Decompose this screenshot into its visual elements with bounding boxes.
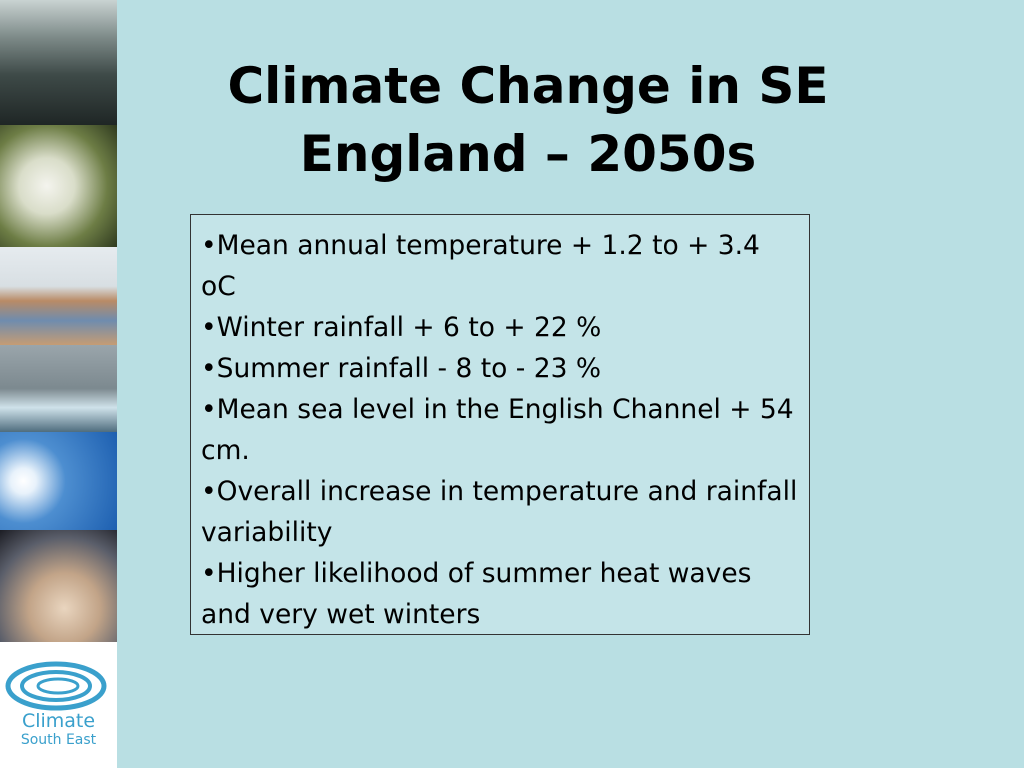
- photo: [0, 247, 117, 345]
- bullet-box: •Mean annual temperature + 1.2 to + 3.4 …: [190, 214, 810, 635]
- bullet: •Mean annual temperature + 1.2 to + 3.4 …: [201, 230, 760, 302]
- logo-line1: Climate: [21, 710, 96, 732]
- logo-line2: South East: [20, 732, 97, 748]
- photo: [0, 432, 117, 530]
- photo-strip: [0, 0, 117, 768]
- bullet: •Winter rainfall + 6 to + 22 %: [201, 312, 602, 343]
- bullet: •Overall increase in temperature and rai…: [201, 476, 798, 548]
- photo: [0, 125, 117, 247]
- photo: [0, 0, 117, 125]
- bullet: •Mean sea level in the English Channel +…: [201, 394, 794, 466]
- bullet: •Summer rainfall - 8 to - 23 %: [201, 353, 602, 384]
- slide-title: Climate Change in SE England – 2050s: [227, 57, 829, 183]
- logo-icon: [5, 661, 107, 711]
- logo: Climate South East: [0, 642, 117, 768]
- photo: [0, 530, 117, 642]
- bullet: •Higher likelihood of summer heat waves …: [201, 558, 752, 630]
- photo: [0, 345, 117, 432]
